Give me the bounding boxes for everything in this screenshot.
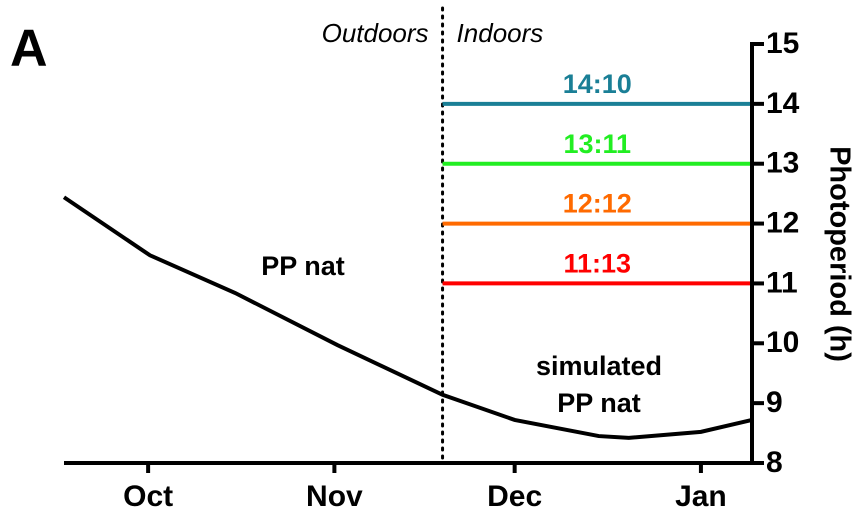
annotation: simulated [536,351,662,381]
series-label: 12:12 [563,189,632,219]
series-label: 13:11 [563,129,631,159]
divider-label: Indoors [457,18,544,48]
y-tick-label: 15 [766,27,799,60]
y-tick-label: 11 [766,266,798,299]
series-label: 14:10 [563,69,632,99]
annotation: PP nat [557,388,641,418]
y-tick-label: 12 [766,206,799,239]
x-tick-label: Oct [123,480,173,513]
y-tick-label: 8 [766,446,783,479]
divider-label: Outdoors [322,18,429,48]
y-axis-label: Photoperiod (h) [823,146,855,362]
curve [62,195,753,440]
y-tick-label: 10 [766,326,799,359]
x-tick-label: Dec [487,480,542,513]
y-tick-label: 14 [766,87,800,120]
panel-label: A [10,20,48,78]
x-tick-label: Jan [675,480,727,513]
y-tick-label: 13 [766,147,799,180]
annotation: PP nat [261,251,345,281]
x-tick-label: Nov [306,480,363,513]
series-label: 11:13 [563,249,631,279]
y-tick-label: 9 [766,386,783,419]
